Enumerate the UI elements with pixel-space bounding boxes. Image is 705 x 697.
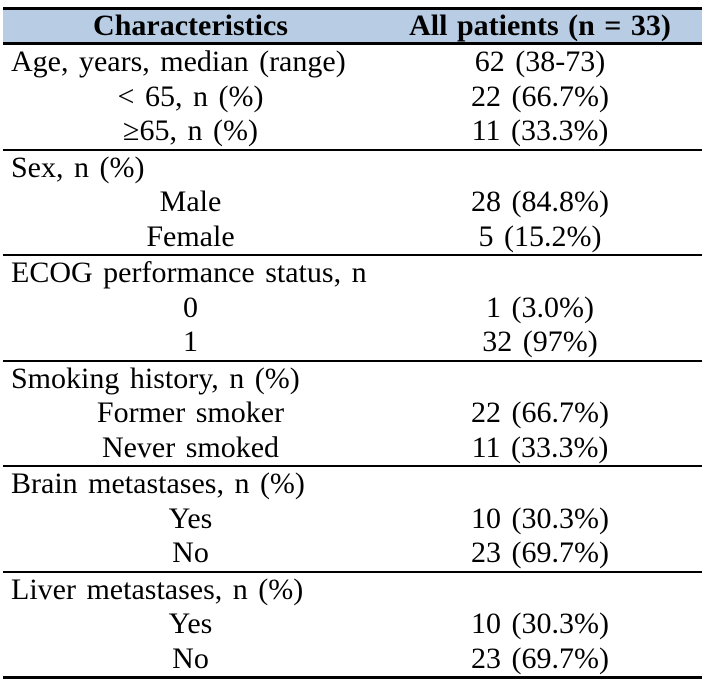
table-row: Yes 10 (30.3%) [3,607,702,642]
table-row: < 65, n (%) 22 (66.7%) [3,80,702,115]
row-label: < 65, n (%) [117,79,264,113]
table-row: Male 28 (84.8%) [3,185,702,220]
table-row: Sex, n (%) [3,150,702,186]
table-row: ≥65, n (%) 11 (33.3%) [3,114,702,150]
row-label: Liver metastases, n (%) [11,572,304,606]
patient-characteristics-table: Characteristics All patients (n = 33) Ag… [3,7,702,679]
row-label: Former smoker [96,396,285,430]
row-label: No [172,536,209,570]
row-value: 1 (3.0%) [486,290,594,324]
section-ecog: ECOG performance status, n (%) 0 1 (3.0%… [3,255,702,361]
row-value [378,150,702,186]
table-header: Characteristics All patients (n = 33) [3,8,702,45]
table-row: 1 32 (97%) [3,325,702,361]
row-label: Smoking history, n (%) [11,361,300,395]
row-label: Male [159,185,222,219]
row-label: 0 [183,290,198,324]
row-label: No [172,641,209,675]
row-value: 5 (15.2%) [478,219,602,253]
row-label: Age, years, median (range) [11,45,346,79]
section-brain-metastases: Brain metastases, n (%) Yes 10 (30.3%) N… [3,466,702,572]
row-value: 32 (97%) [482,325,598,359]
row-label: 1 [183,325,198,359]
table-row: 0 1 (3.0%) [3,291,702,326]
row-value [378,361,702,397]
row-value: 10 (30.3%) [471,607,609,641]
row-value: 22 (66.7%) [471,79,609,113]
table-row: ECOG performance status, n (%) [3,255,702,291]
row-value: 11 (33.3%) [471,430,609,464]
row-value: 10 (30.3%) [471,501,609,535]
table-row: Never smoked 11 (33.3%) [3,431,702,467]
row-value [378,466,702,502]
table-row: Liver metastases, n (%) [3,572,702,608]
header-cell-all-patients: All patients (n = 33) [378,8,702,45]
row-label: Yes [168,607,213,641]
row-label: ECOG performance status, n (%) [11,256,378,290]
row-value: 11 (33.3%) [471,114,609,148]
table-row: Brain metastases, n (%) [3,466,702,502]
row-value: 23 (69.7%) [471,641,609,675]
table-row: Former smoker 22 (66.7%) [3,396,702,431]
section-smoking: Smoking history, n (%) Former smoker 22 … [3,361,702,467]
page: Characteristics All patients (n = 33) Ag… [3,7,702,679]
row-value: 62 (38-73) [474,45,606,79]
table-row: No 23 (69.7%) [3,536,702,572]
row-label: Sex, n (%) [11,150,145,184]
header-cell-characteristics: Characteristics [3,8,378,45]
section-age: Age, years, median (range) 62 (38-73) < … [3,44,702,150]
header-row: Characteristics All patients (n = 33) [3,8,702,45]
row-label: ≥65, n (%) [123,114,258,148]
table-row: Yes 10 (30.3%) [3,502,702,537]
row-label: Yes [168,501,213,535]
section-liver-metastases: Liver metastases, n (%) Yes 10 (30.3%) N… [3,572,702,678]
table-row: Smoking history, n (%) [3,361,702,397]
row-label: Brain metastases, n (%) [11,467,305,501]
table-row: Age, years, median (range) 62 (38-73) [3,44,702,80]
row-value: 28 (84.8%) [471,185,609,219]
table-row: No 23 (69.7%) [3,642,702,678]
row-value: 23 (69.7%) [471,536,609,570]
row-label: Female [146,219,235,253]
row-label: Never smoked [101,430,280,464]
row-value: 22 (66.7%) [471,396,609,430]
table-row: Female 5 (15.2%) [3,220,702,256]
section-sex: Sex, n (%) Male 28 (84.8%) Female 5 (15.… [3,150,702,256]
row-value [378,572,702,608]
row-value [378,255,702,291]
